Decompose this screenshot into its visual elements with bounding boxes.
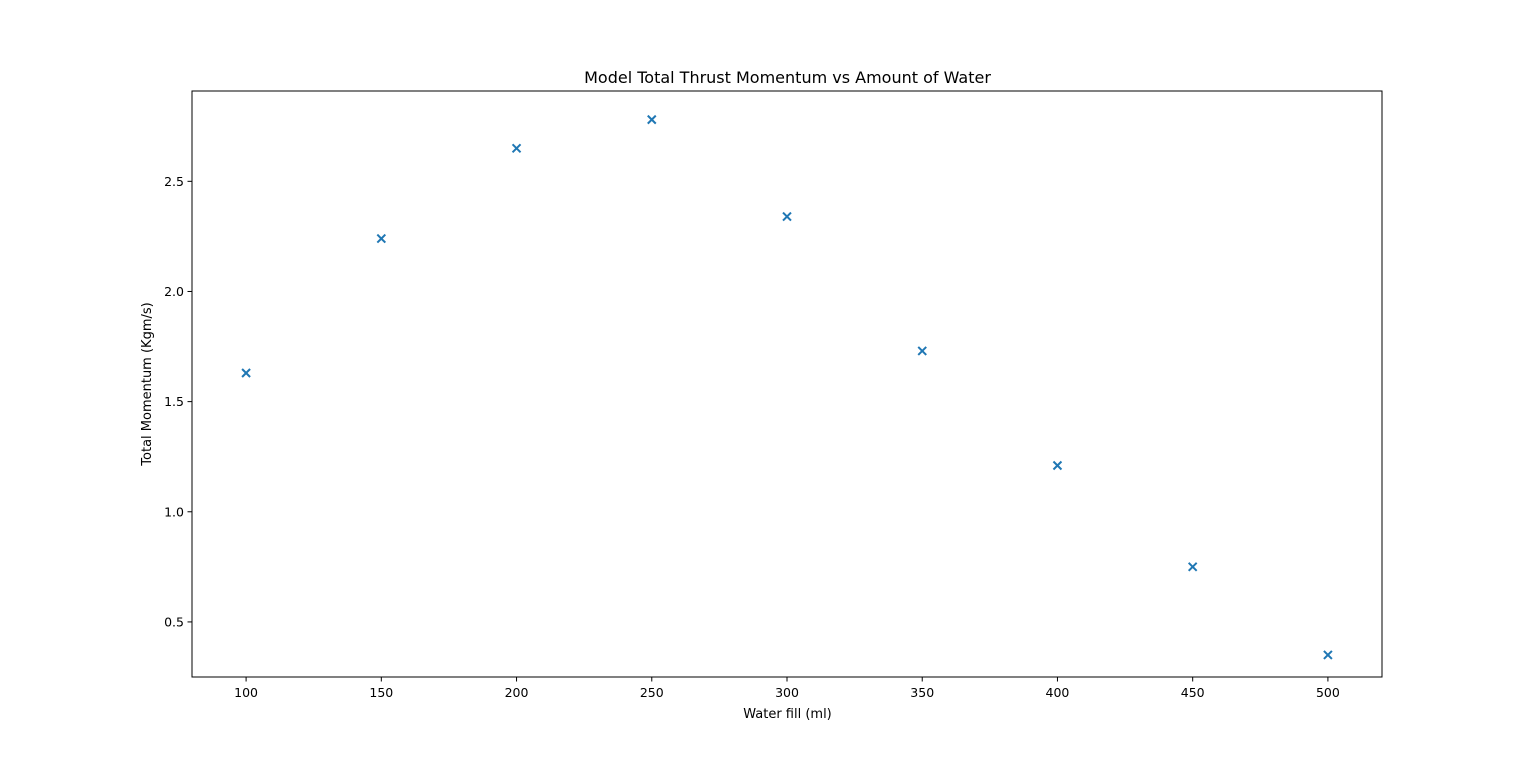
x-tick-label: 350 xyxy=(910,685,934,700)
x-tick-label: 500 xyxy=(1316,685,1340,700)
data-point xyxy=(917,346,927,356)
x-axis-label: Water fill (ml) xyxy=(743,707,832,722)
y-tick-label: 0.5 xyxy=(164,614,184,629)
y-tick-label: 2.0 xyxy=(164,284,184,299)
x-tick-label: 300 xyxy=(775,685,799,700)
x-axis-ticks: 100 150 200 250 300 350 400 450 500 xyxy=(234,677,1340,700)
data-point xyxy=(376,233,387,244)
x-tick-label: 150 xyxy=(369,685,393,700)
data-point xyxy=(511,143,522,153)
plot-area-border xyxy=(191,90,1383,678)
data-point xyxy=(647,114,657,125)
plot-frame xyxy=(191,90,1383,678)
y-tick-label: 1.0 xyxy=(164,504,184,519)
y-axis-ticks: 0.5 1.0 1.5 2.0 2.5 xyxy=(164,174,192,629)
data-point xyxy=(1187,562,1198,572)
data-point xyxy=(1052,460,1063,471)
data-point xyxy=(782,211,792,222)
x-tick-label: 250 xyxy=(640,685,664,700)
y-axis-label: Total Momentum (Kgm/s) xyxy=(140,302,155,466)
y-tick-label: 1.5 xyxy=(164,394,184,409)
data-point xyxy=(241,368,251,378)
y-tick-label: 2.5 xyxy=(164,174,184,189)
data-point xyxy=(1323,650,1333,660)
data-points xyxy=(241,114,1333,660)
x-tick-label: 100 xyxy=(234,685,258,700)
chart-title: Model Total Thrust Momentum vs Amount of… xyxy=(584,68,991,87)
x-tick-label: 200 xyxy=(505,685,529,700)
x-tick-label: 400 xyxy=(1046,685,1070,700)
x-tick-label: 450 xyxy=(1181,685,1205,700)
